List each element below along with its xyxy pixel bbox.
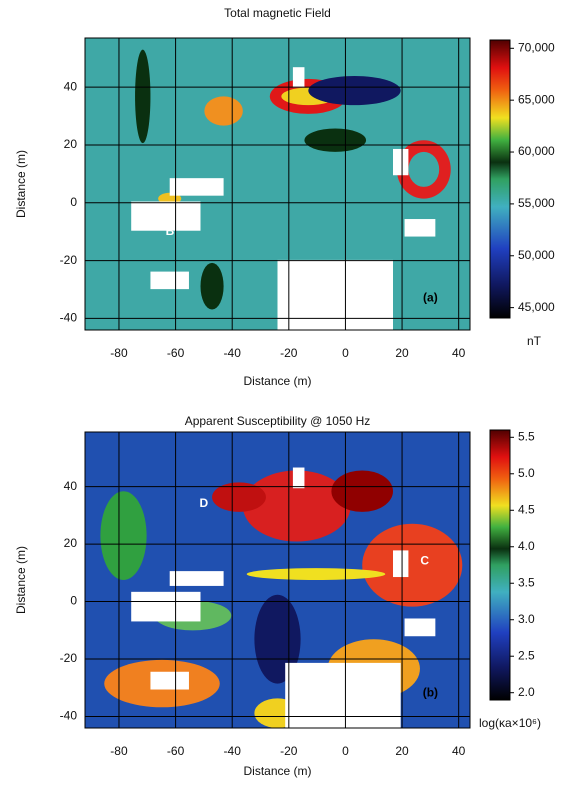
x-tick-label: -40: [224, 744, 242, 758]
x-axis-label: Distance (m): [243, 374, 311, 388]
colorbar-tick-label: 3.0: [518, 612, 535, 626]
colorbar-tick-label: 70,000: [518, 40, 555, 54]
panel-title: Apparent Susceptibility @ 1050 Hz: [185, 414, 371, 428]
colorbar-tick-label: 45,000: [518, 300, 555, 314]
y-axis-label: Distance (m): [14, 546, 28, 614]
map-gap: [404, 618, 436, 637]
map-gap: [292, 467, 305, 489]
y-tick-label: -40: [60, 709, 78, 723]
x-tick-label: -60: [167, 346, 185, 360]
annotation: B: [166, 224, 175, 238]
y-tick-label: 20: [64, 536, 78, 550]
x-tick-label: -80: [110, 744, 128, 758]
x-tick-label: -60: [167, 744, 185, 758]
map-texture: [100, 491, 147, 580]
colorbar-tick-label: 2.5: [518, 648, 535, 662]
x-tick-label: 0: [342, 346, 349, 360]
y-tick-label: 0: [70, 195, 77, 209]
map-texture: [200, 262, 224, 310]
x-tick-label: 40: [452, 744, 466, 758]
map-texture: [204, 96, 243, 126]
map-texture: [242, 470, 351, 542]
colorbar-label: nT: [527, 334, 542, 348]
map: [85, 38, 470, 330]
map-gap: [292, 67, 305, 88]
map-texture: [362, 523, 463, 607]
colorbar: [489, 429, 511, 701]
plot-frame: [84, 37, 471, 331]
map: [85, 432, 470, 728]
colorbar: [489, 39, 511, 319]
annotation: (b): [423, 686, 438, 700]
colorbar-label: log(κa×10⁶): [479, 716, 541, 730]
x-tick-label: -40: [224, 346, 242, 360]
map-gap: [393, 550, 409, 578]
x-tick-label: -80: [110, 346, 128, 360]
y-tick-label: 40: [64, 479, 78, 493]
x-axis-label: Distance (m): [243, 764, 311, 778]
map-gap: [169, 571, 224, 586]
annotation: (a): [423, 290, 438, 304]
colorbar-tick-label: 60,000: [518, 144, 555, 158]
map-gap: [277, 259, 393, 330]
colorbar-tick-label: 4.0: [518, 539, 535, 553]
x-tick-label: -20: [280, 744, 298, 758]
map-gap: [285, 662, 401, 728]
y-tick-label: -40: [60, 311, 78, 325]
map-texture: [212, 482, 266, 512]
plot-frame: [84, 431, 471, 729]
x-tick-label: 40: [452, 346, 466, 360]
map-texture: [304, 128, 367, 152]
map-gap: [150, 671, 189, 690]
colorbar-tick-label: 5.5: [518, 429, 535, 443]
colorbar-tick-label: 65,000: [518, 92, 555, 106]
x-tick-label: 20: [395, 346, 409, 360]
y-axis-label: Distance (m): [14, 150, 28, 218]
x-tick-label: -20: [280, 346, 298, 360]
colorbar-tick-label: 55,000: [518, 196, 555, 210]
map-gap: [169, 178, 224, 196]
colorbar-tick-label: 50,000: [518, 248, 555, 262]
map-texture: [246, 568, 386, 581]
y-tick-label: 20: [64, 137, 78, 151]
y-tick-label: -20: [60, 253, 78, 267]
annotation: C: [420, 553, 429, 567]
colorbar-tick-label: 4.5: [518, 502, 535, 516]
map-gap: [404, 219, 436, 237]
panel-title: Total magnetic Field: [224, 6, 331, 20]
map-texture: [308, 75, 401, 106]
map-gap: [131, 591, 201, 622]
colorbar-tick-label: 5.0: [518, 466, 535, 480]
map-texture: [408, 151, 440, 187]
x-tick-label: 20: [395, 744, 409, 758]
map-texture: [135, 49, 151, 144]
map-gap: [150, 271, 189, 290]
annotation: D: [200, 496, 209, 510]
y-tick-label: 0: [70, 594, 77, 608]
map-texture: [331, 470, 394, 512]
colorbar-tick-label: 2.0: [518, 685, 535, 699]
x-tick-label: 0: [342, 744, 349, 758]
y-tick-label: 40: [64, 79, 78, 93]
colorbar-tick-label: 3.5: [518, 575, 535, 589]
map-gap: [131, 201, 201, 231]
map-gap: [393, 148, 409, 176]
y-tick-label: -20: [60, 651, 78, 665]
